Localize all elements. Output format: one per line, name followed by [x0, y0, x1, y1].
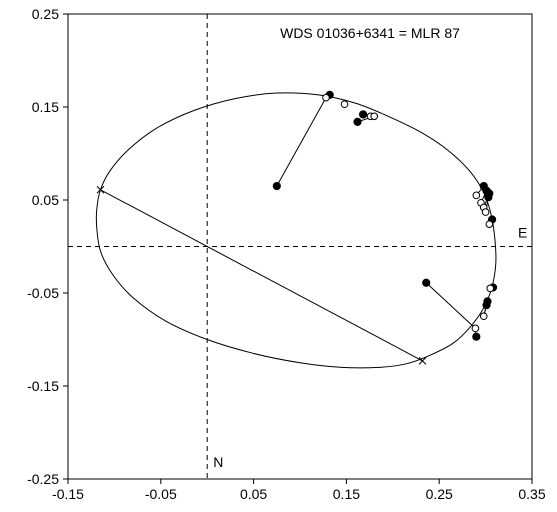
- computed-point: [471, 324, 480, 333]
- y-tick-label: -0.25: [27, 471, 59, 487]
- x-tick-label: -0.05: [145, 486, 177, 502]
- observed-point: [353, 117, 362, 126]
- computed-point: [322, 93, 330, 102]
- orbit-ellipse: [95, 92, 497, 369]
- plot-frame: [67, 13, 533, 480]
- y-tick-label: -0.05: [27, 285, 59, 301]
- y-tick-label: -0.15: [27, 378, 59, 394]
- line-of-nodes: [100, 189, 423, 362]
- orbit: [95, 92, 497, 369]
- x-tick-label: 0.35: [518, 486, 545, 502]
- computed-point: [479, 312, 488, 321]
- y-tick-label: 0.25: [32, 6, 59, 22]
- computed-point: [486, 284, 495, 293]
- node-marker: [96, 185, 105, 194]
- computed-point: [481, 208, 490, 216]
- observed-point: [472, 332, 481, 341]
- observations: [272, 90, 498, 341]
- node-marker: [418, 357, 427, 365]
- east-label: E: [518, 225, 527, 241]
- observed-point: [482, 300, 491, 310]
- y-tick-label: 0.15: [32, 99, 59, 115]
- chart-title: WDS 01036+6341 = MLR 87: [280, 25, 460, 41]
- y-tick-label: 0.05: [32, 192, 59, 208]
- computed-point: [472, 191, 481, 200]
- observed-point: [359, 110, 368, 119]
- north-label: N: [213, 454, 223, 470]
- computed-point: [370, 112, 379, 121]
- computed-point: [340, 100, 349, 109]
- x-tick-label: 0.05: [240, 486, 267, 502]
- computed-point: [485, 220, 494, 228]
- observed-point: [422, 278, 431, 287]
- residual-line: [425, 282, 476, 329]
- residual-line: [276, 97, 327, 187]
- x-tick-label: -0.15: [52, 486, 84, 502]
- x-tick-label: 0.25: [426, 486, 453, 502]
- observed-point: [272, 181, 281, 191]
- observed-point: [484, 193, 493, 202]
- x-tick-label: 0.15: [333, 486, 360, 502]
- crosshair: NE: [68, 14, 532, 479]
- axis-ticks: -0.15 -0.05 0.05 0.15 0.25 0.35 0.25 0.15 0.05 -0…: [27, 6, 546, 502]
